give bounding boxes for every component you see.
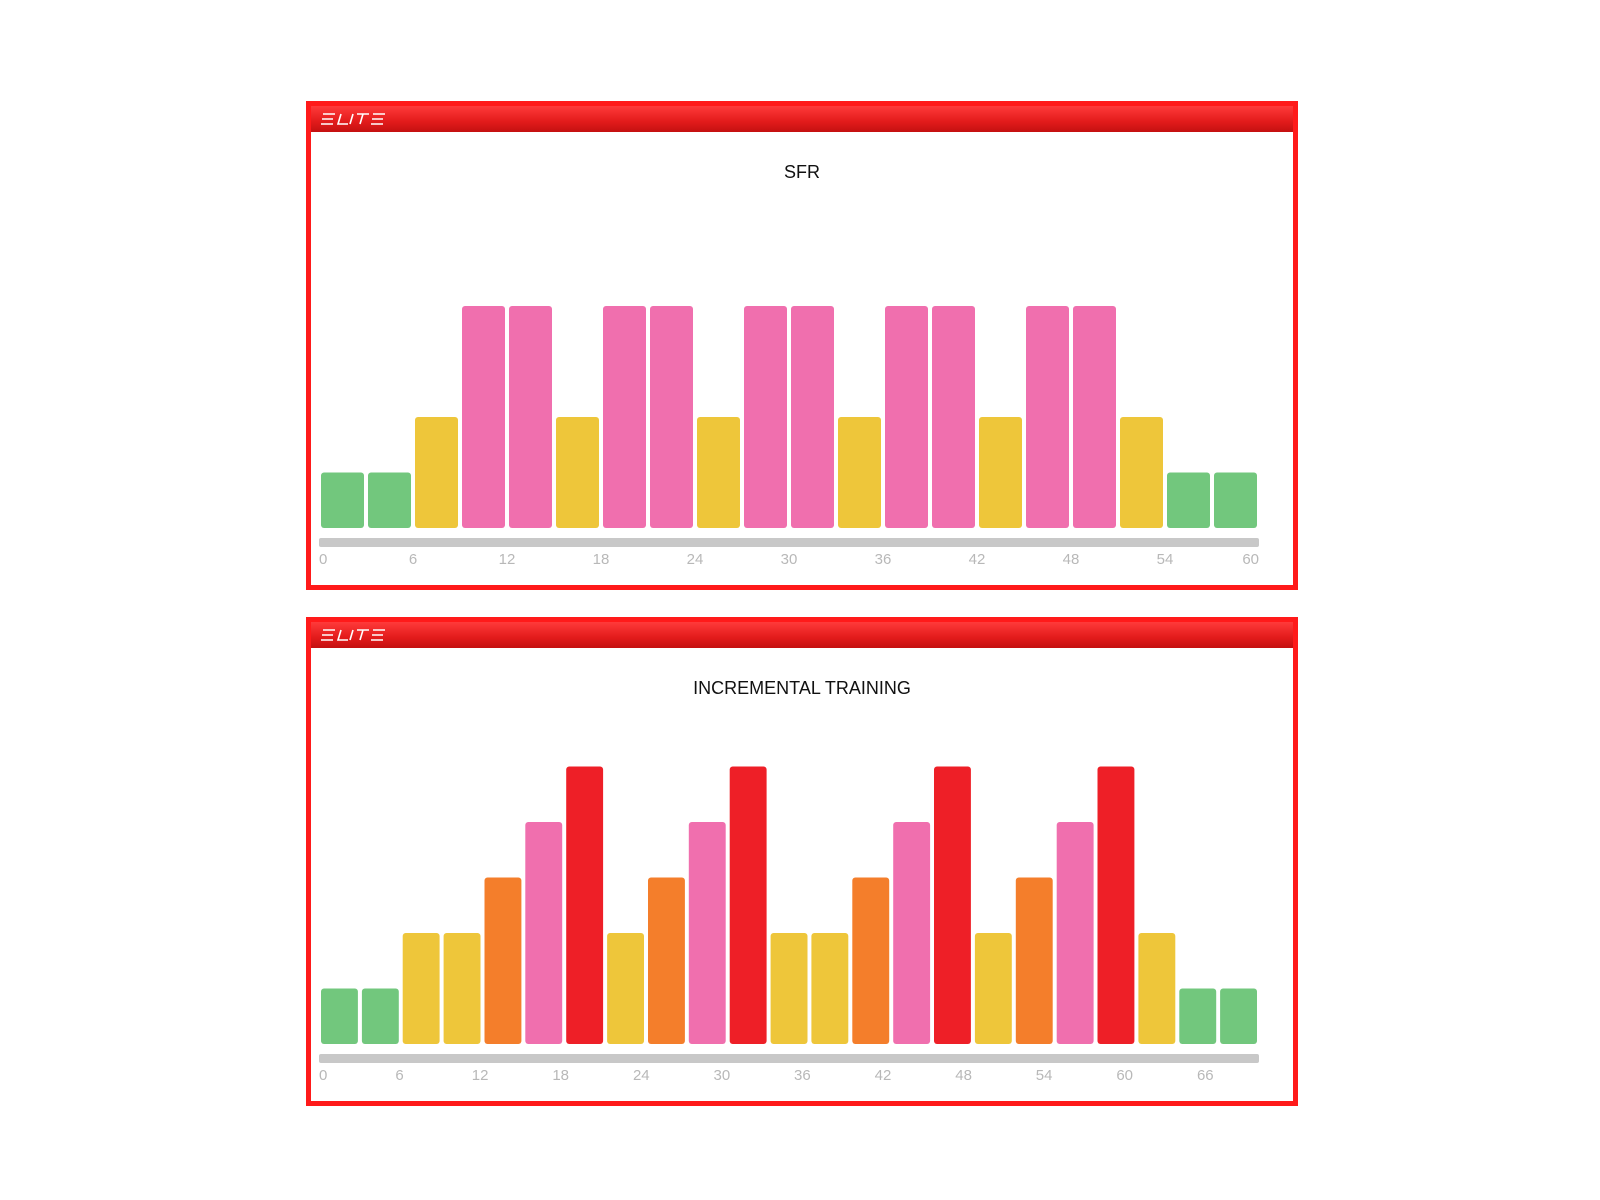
bar-green xyxy=(1214,472,1257,528)
bar-yellow xyxy=(770,933,808,1044)
bar-green xyxy=(1167,472,1210,528)
bar-pink xyxy=(525,822,563,1044)
bar-yellow xyxy=(1138,933,1176,1044)
chart-title: INCREMENTAL TRAINING xyxy=(693,678,911,698)
bar-pink xyxy=(462,306,505,528)
bar-red xyxy=(566,766,604,1044)
bar-pink xyxy=(688,822,726,1044)
bar-yellow xyxy=(1120,417,1163,528)
bar-yellow xyxy=(415,417,458,528)
bar-pink xyxy=(791,306,834,528)
elite-logo-icon xyxy=(321,629,385,641)
bar-yellow xyxy=(607,933,644,1044)
bar-pink xyxy=(603,306,646,528)
bar-pink xyxy=(932,306,975,528)
bar-pink xyxy=(1073,306,1116,528)
bar-pink xyxy=(650,306,693,528)
bar-green xyxy=(1179,988,1217,1044)
bar-yellow xyxy=(974,933,1012,1044)
bar-pink xyxy=(744,306,787,528)
x-tick-label: 30 xyxy=(781,551,798,568)
bar-yellow xyxy=(979,417,1022,528)
x-tick-label: 12 xyxy=(472,1067,489,1084)
bar-orange xyxy=(648,877,685,1044)
x-tick-label: 24 xyxy=(687,551,704,568)
panel-header-bar xyxy=(311,622,1293,648)
x-tick-label: 6 xyxy=(395,1067,403,1084)
bar-yellow xyxy=(697,417,740,528)
bar-green xyxy=(321,472,364,528)
chart-title: SFR xyxy=(784,162,820,182)
bar-pink xyxy=(1056,822,1094,1044)
bar-orange xyxy=(1015,877,1053,1044)
bar-green xyxy=(368,472,411,528)
x-tick-label: 30 xyxy=(714,1067,731,1084)
bar-yellow xyxy=(443,933,481,1044)
x-tick-label: 18 xyxy=(552,1067,569,1084)
x-tick-label: 60 xyxy=(1242,551,1259,568)
bar-pink xyxy=(885,306,928,528)
x-tick-label: 18 xyxy=(593,551,610,568)
bar-red xyxy=(1097,766,1135,1044)
bar-orange xyxy=(484,877,522,1044)
x-tick-label: 48 xyxy=(1063,551,1080,568)
elite-logo-icon xyxy=(321,113,385,125)
x-tick-label: 66 xyxy=(1197,1067,1214,1084)
sfr-workout-chart: 0 6 12 18 24 30 36 42 48 54 60 xyxy=(319,306,1259,568)
chart-panel-sfr: SFR 0 6 12 18 24 30 36 42 48 54 60 xyxy=(306,101,1298,590)
bar-green xyxy=(361,988,399,1044)
x-tick-label: 24 xyxy=(633,1067,650,1084)
bar-pink xyxy=(1026,306,1069,528)
bar-yellow xyxy=(402,933,440,1044)
bar-red xyxy=(934,766,971,1044)
timeline-track xyxy=(319,1054,1259,1063)
bar-orange xyxy=(852,877,890,1044)
x-tick-label: 6 xyxy=(409,551,417,568)
timeline-track xyxy=(319,538,1259,547)
x-tick-label: 48 xyxy=(955,1067,972,1084)
bar-yellow xyxy=(556,417,599,528)
x-tick-label: 42 xyxy=(969,551,986,568)
x-tick-label: 36 xyxy=(794,1067,811,1084)
bar-yellow xyxy=(838,417,881,528)
chart-panel-incremental: INCREMENTAL TRAINING 0 6 12 18 24 30 36 42 48 54 6… xyxy=(306,617,1298,1106)
bar-green xyxy=(321,988,358,1044)
x-tick-label: 0 xyxy=(319,1067,327,1084)
bar-red xyxy=(729,766,767,1044)
bar-green xyxy=(1220,988,1257,1044)
x-tick-label: 36 xyxy=(875,551,892,568)
bar-pink xyxy=(893,822,931,1044)
x-tick-label: 0 xyxy=(319,551,327,568)
x-tick-label: 54 xyxy=(1036,1067,1053,1084)
x-tick-label: 60 xyxy=(1116,1067,1133,1084)
incremental-workout-chart: 0 6 12 18 24 30 36 42 48 54 60 66 xyxy=(319,766,1259,1084)
bar-pink xyxy=(509,306,552,528)
x-tick-label: 42 xyxy=(875,1067,892,1084)
x-tick-label: 54 xyxy=(1157,551,1174,568)
x-tick-label: 12 xyxy=(499,551,516,568)
bar-yellow xyxy=(811,933,849,1044)
panel-header-bar xyxy=(311,106,1293,132)
